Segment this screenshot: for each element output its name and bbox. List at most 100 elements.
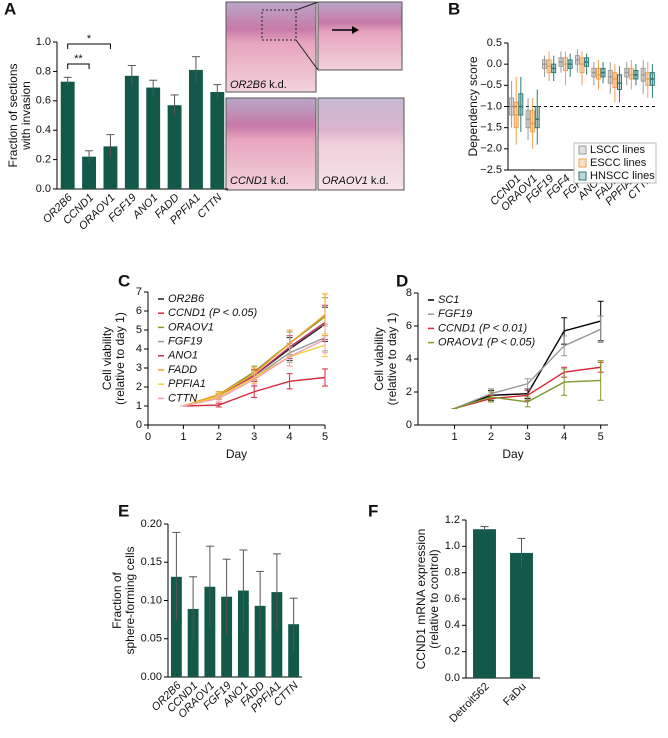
x-tick-label: CTTN [195,192,224,221]
panel-label: A [4,0,16,18]
x-tick-label: 3 [251,431,257,443]
legend-label: FGF19 [438,308,472,320]
bar [124,75,139,189]
y-axis-label: Dependency score [466,56,480,156]
label-suffix: k.d. [271,175,289,187]
y-tick-label: 6 [136,305,142,317]
panel-label: C [118,271,130,290]
y-tick-label: 0.0 [487,58,502,70]
bar [60,81,75,189]
error-bar [170,94,179,116]
error-bar [222,558,231,635]
bar [167,105,182,189]
error-bar [272,553,281,631]
box [612,72,618,88]
legend: SC1 FGF19 CCND1 (P < 0.01) ORAOV1 (P < 0.05… [428,294,535,349]
legend-label: HNSCC lines [590,170,655,182]
y-axis-label: Fraction of sections [6,63,20,167]
y-tick-label: 0.05 [141,633,162,645]
y-tick-label: −2.5 [480,164,502,176]
y-tick-label: 2 [406,386,412,398]
error-bar [256,570,265,641]
panel-label: D [396,271,408,290]
micrograph [317,1,403,71]
error-bar [239,549,248,632]
y-tick-label: 0.15 [141,556,162,568]
y-tick-label: 0.0 [445,672,460,684]
y-tick-label: 0 [136,419,142,431]
series-line [454,328,601,410]
y-axis-label: (relative to day 1) [113,312,127,405]
bar [187,608,199,677]
y-tick-label: 0.6 [36,95,51,107]
y-tick-label: 0.2 [36,154,51,166]
error-bar [480,526,489,532]
series-line [183,338,326,407]
x-axis-label: Day [502,447,523,461]
box [530,110,536,133]
bar [237,590,249,677]
significance-bracket [67,43,111,49]
legend-frame [573,142,657,184]
label-suffix: k.d. [371,175,389,187]
error-bar [205,545,214,628]
y-tick-label: 7 [136,286,142,298]
bar [473,529,496,678]
legend-label: OR2B6 [168,293,205,305]
y-tick-label: 0.4 [445,619,460,631]
significance-label: * [87,33,92,45]
significance-label: ** [74,53,83,65]
legend-label: PPFIA1 [168,378,206,390]
label-suffix: k.d. [269,79,287,91]
box [595,67,601,80]
x-axis-label: Day [226,447,247,461]
error-bar [172,531,181,622]
error-bar [213,84,222,100]
x-tick-label: 0 [145,431,151,443]
legend-swatch [578,171,587,181]
y-axis-label: with invasion [19,81,33,151]
legend-label: CCND1 (P < 0.05) [168,307,257,319]
significance-bracket [67,63,90,69]
legend-swatch [578,158,587,168]
legend-label: ORAOV1 [168,321,214,333]
bar [103,146,118,189]
series-line [454,366,601,410]
y-axis-label: (relative to control) [427,549,441,648]
y-tick-label: 0.2 [445,646,460,658]
x-tick-label: 3 [525,431,531,443]
panel-3: D 0 2 4 6 8 Cell viability (relative to day 1) 1… [372,271,608,461]
legend: OR2B6 CCND1 (P < 0.05) ORAOV1 FGF19 ANO1 FADD… [158,293,257,404]
legend-label: LSCC lines [590,144,646,156]
bar [271,592,283,677]
x-tick-label: 2 [488,431,494,443]
y-tick-label: 1.0 [445,540,460,552]
micrograph-label: OR2B6 k.d. [230,79,287,91]
panel-label: F [368,501,378,520]
zoom-line [295,39,319,71]
micrographs: OR2B6 k.d. CCND1 k.d. ORAOV1 k.d. [225,1,405,191]
y-tick-label: 0.00 [141,671,162,683]
legend-label: CCND1 (P < 0.01) [438,322,527,334]
x-tick-label: 4 [561,431,567,443]
y-tick-label: 2 [136,381,142,393]
gene-name: OR2B6 [230,79,267,91]
bar [170,576,182,677]
error-bar [85,150,94,163]
y-axis-label: Cell viability [372,327,386,390]
y-tick-label: 5 [136,324,142,336]
y-tick-label: 0.10 [141,594,162,606]
box [534,106,540,129]
series-line [183,376,326,407]
y-tick-label: 0.0 [36,183,51,195]
y-tick-label: 3 [136,362,142,374]
error-bar [127,65,136,87]
x-tick-label: 5 [322,431,328,443]
x-tick-label: 5 [598,431,604,443]
y-tick-label: 0.8 [445,567,460,579]
y-tick-label: 0.5 [487,37,502,49]
legend-label: SC1 [438,294,459,306]
box [579,57,585,74]
